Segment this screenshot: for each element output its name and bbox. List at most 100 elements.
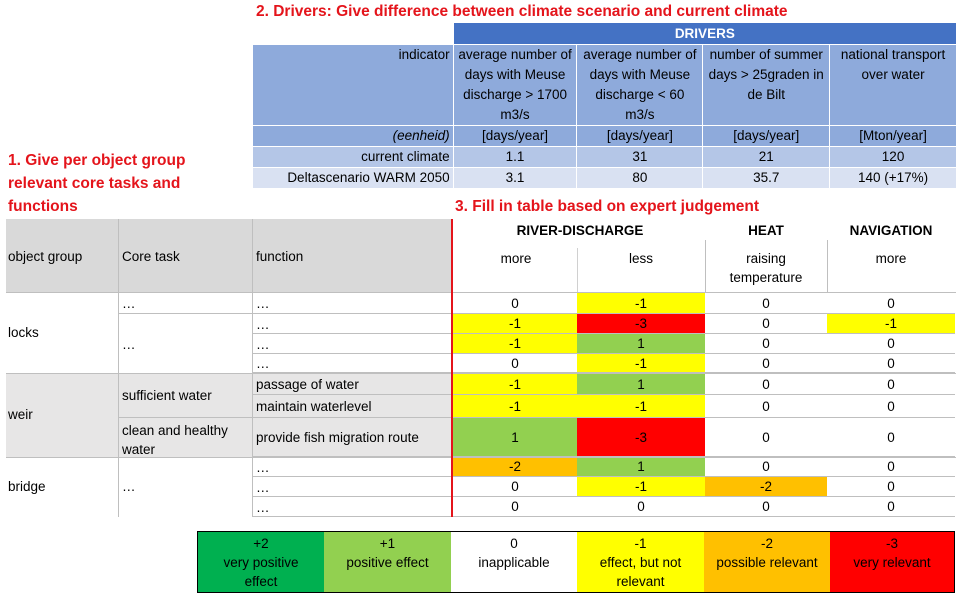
core-task-weir-clean: clean and healthy water (122, 423, 228, 457)
header-navigation: NAVIGATION (849, 222, 933, 238)
score-cell: 0 (887, 295, 895, 311)
legend-value: -3 (885, 536, 898, 551)
score-cell: 0 (762, 376, 770, 392)
legend-item: +1 positive effect (324, 532, 451, 592)
header-function: function (256, 249, 304, 264)
driver-col-3: number of summer days > 25graden in de Bil… (702, 44, 831, 126)
function-cell: … (256, 499, 270, 515)
header-core-task: Core task (122, 249, 180, 264)
core-task-bridge: … (122, 479, 136, 494)
legend-l1: positive effect (346, 555, 429, 570)
score-cell: -3 (577, 314, 705, 333)
driver-value: 35.7 (702, 167, 831, 189)
score-cell: 0 (762, 295, 770, 311)
row-current-climate-label: current climate (252, 146, 454, 168)
score-cell: -1 (453, 374, 577, 394)
driver-value: 21 (702, 146, 831, 168)
score-cell: -1 (577, 293, 705, 313)
score-cell: 0 (762, 336, 770, 351)
legend-value: -1 (634, 536, 647, 551)
core-task-weir-water: sufficient water (122, 388, 212, 403)
score-cell: -2 (453, 457, 577, 476)
score-cell: 0 (762, 398, 770, 414)
function-cell: … (256, 459, 270, 475)
score-cell: -1 (453, 314, 577, 333)
score-cell: 0 (887, 499, 895, 514)
score-cell: 0 (762, 429, 770, 445)
driver-value: 120 (829, 146, 957, 168)
legend-item: -2 possible relevant (704, 532, 830, 592)
separator-line (451, 219, 453, 517)
function-cell: maintain waterlevel (256, 399, 372, 414)
legend-l1: very relevant (853, 555, 931, 570)
driver-value: 3.1 (452, 167, 578, 189)
legend-item: +2 very positive effect (198, 532, 324, 592)
function-cell: … (256, 296, 270, 311)
header-heat: HEAT (748, 222, 784, 238)
score-cell: -1 (577, 354, 705, 372)
score-cell: 0 (762, 355, 770, 371)
score-cell: -2 (705, 477, 827, 496)
unit-label: (eenheid) (252, 125, 454, 147)
core-task-locks-a: … (122, 296, 136, 311)
legend-l2: effect (244, 574, 278, 589)
legend-l1: effect, but not (599, 555, 682, 570)
drivers-title: DRIVERS (452, 22, 958, 45)
score-cell: -1 (453, 334, 577, 353)
driver-col-2: average number of days with Meuse discharg… (576, 44, 704, 126)
group-bridge: bridge (8, 479, 46, 494)
header-object-group: object group (8, 249, 83, 264)
score-cell: 0 (887, 429, 895, 445)
score-cell: 0 (511, 499, 519, 514)
driver-value: 140 (+17%) (829, 167, 957, 189)
score-cell: -1 (577, 395, 705, 417)
function-cell: … (256, 479, 270, 495)
object-group-heading-line3: functions (8, 198, 78, 215)
score-cell: 0 (637, 499, 645, 514)
score-cell: 0 (887, 355, 895, 371)
driver-col-1: average number of days with Meuse discharg… (452, 44, 578, 126)
legend-l1: very positive (223, 555, 299, 570)
function-cell: … (256, 316, 270, 332)
driver-value: 1.1 (452, 146, 578, 168)
score-cell: -1 (577, 477, 705, 496)
function-cell: … (256, 356, 270, 371)
header-raising-temperature: raising temperature (729, 251, 803, 285)
score-cell: 0 (887, 459, 895, 474)
score-cell: 1 (577, 334, 705, 353)
legend-value: +2 (253, 536, 269, 551)
legend-l2: relevant (616, 574, 665, 589)
score-cell: -3 (577, 418, 705, 456)
indicator-label: indicator (252, 44, 454, 126)
object-group-heading-line1: 1. Give per object group (8, 152, 186, 169)
weir-group-bg (6, 373, 451, 457)
legend-item: -1 effect, but not relevant (577, 532, 704, 592)
legend-item: 0 inapplicable (451, 532, 577, 592)
function-cell: provide fish migration route (256, 430, 419, 445)
score-cell: 1 (453, 418, 577, 456)
score-cell: 0 (762, 316, 770, 331)
score-cell: 0 (511, 479, 519, 494)
header-navigation-more: more (875, 250, 907, 266)
legend-item: -3 very relevant (830, 532, 954, 592)
score-cell: -1 (453, 395, 577, 417)
score-cell: 1 (577, 457, 705, 476)
function-cell: passage of water (256, 377, 359, 392)
group-locks: locks (8, 325, 39, 340)
driver-unit-1: [days/year] (452, 125, 578, 147)
row-scenario-label: Deltascenario WARM 2050 (252, 167, 454, 189)
score-cell: 0 (887, 479, 895, 494)
score-cell: 0 (887, 376, 895, 392)
driver-value: 80 (576, 167, 704, 189)
score-cell: 1 (577, 374, 705, 394)
score-cell: 0 (762, 459, 770, 474)
legend-l1: inapplicable (478, 555, 550, 570)
driver-unit-2: [days/year] (576, 125, 704, 147)
header-river-discharge: RIVER-DISCHARGE (516, 222, 644, 238)
legend-value: +1 (379, 536, 396, 551)
driver-value: 31 (576, 146, 704, 168)
score-cell: 0 (511, 295, 519, 311)
driver-unit-4: [Mton/year] (829, 125, 957, 147)
fill-heading: 3. Fill in table based on expert judgeme… (455, 198, 760, 215)
legend-l1: possible relevant (716, 555, 818, 570)
